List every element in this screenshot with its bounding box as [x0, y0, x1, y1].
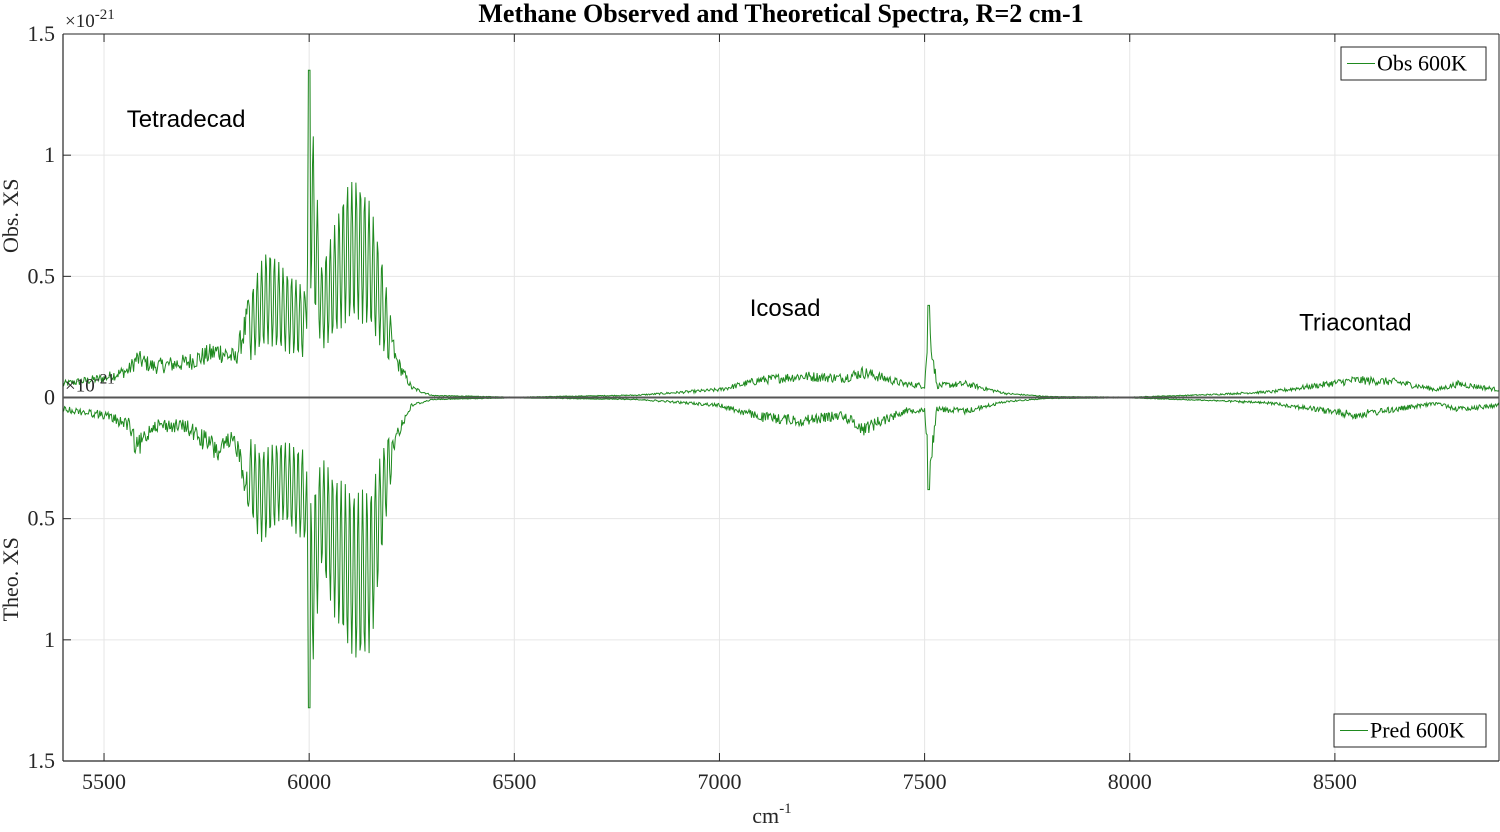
top-exponent-label: ×10-21	[65, 7, 115, 32]
y-tick-label-bottom: 1.5	[28, 748, 56, 773]
x-tick-label: 6000	[287, 769, 331, 794]
obs-series-line	[62, 69, 1500, 398]
axis-layer	[62, 33, 1500, 762]
band-annotation: Icosad	[750, 295, 821, 322]
x-axis-title-superscript: -1	[779, 801, 792, 817]
top-exponent-power: -21	[95, 7, 115, 23]
x-tick-label: 5500	[82, 769, 126, 794]
x-tick-label: 8500	[1313, 769, 1357, 794]
pred-series-line	[62, 397, 1500, 709]
pred-legend-label: Pred 600K	[1370, 718, 1465, 743]
x-axis-title: cm-1	[752, 801, 791, 827]
y-tick-label-bottom: 1	[44, 627, 55, 652]
band-annotation: Triacontad	[1299, 309, 1412, 336]
x-tick-label: 6500	[492, 769, 536, 794]
obs-legend-label: Obs 600K	[1377, 51, 1467, 76]
y-tick-label-top: 0.5	[28, 263, 56, 288]
chart-title: Methane Observed and Theoretical Spectra…	[478, 0, 1083, 28]
x-tick-label: 7000	[697, 769, 741, 794]
series-layer	[62, 69, 1500, 709]
band-annotation: Tetradecad	[127, 106, 246, 133]
bottom-exponent-label: ×10-21	[65, 372, 115, 397]
y-tick-label-top: 0	[44, 385, 55, 410]
x-tick-label: 8000	[1108, 769, 1152, 794]
y-tick-label-top: 1.5	[28, 21, 56, 46]
bottom-y-axis-title: Theo. XS	[0, 537, 23, 621]
y-tick-label-bottom: 0.5	[28, 506, 56, 531]
y-tick-label-top: 1	[44, 142, 55, 167]
x-tick-label: 7500	[903, 769, 947, 794]
top-y-axis-title: Obs. XS	[0, 178, 23, 253]
bottom-exponent-power: -21	[95, 372, 115, 388]
